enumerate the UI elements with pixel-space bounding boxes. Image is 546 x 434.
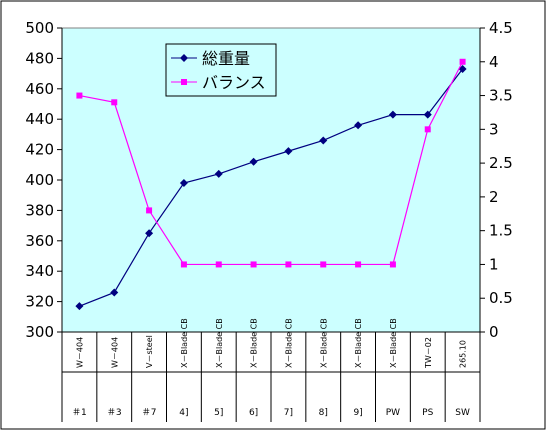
- data-point-balance: [111, 99, 118, 106]
- left-tick-label: 320: [25, 293, 54, 311]
- legend-box: [165, 43, 277, 97]
- left-tick-label: 360: [25, 232, 54, 250]
- x-category-label: W－404: [75, 337, 84, 368]
- right-tick-label: 2: [489, 188, 499, 206]
- x-category-label: X－Blade CB: [180, 318, 189, 368]
- x-group-label: 4]: [179, 408, 188, 418]
- left-tick-label: 340: [25, 262, 54, 280]
- right-tick-label: 4: [489, 53, 499, 71]
- data-point-balance: [180, 261, 187, 268]
- right-tick-label: 1: [489, 255, 499, 273]
- x-group-label: 8]: [319, 408, 328, 418]
- data-point-weight: [388, 110, 397, 119]
- data-point-balance: [389, 261, 396, 268]
- left-tick-label: 460: [25, 80, 54, 98]
- right-tick-label: 1.5: [489, 222, 513, 240]
- data-point-balance: [459, 58, 466, 65]
- data-point-balance: [355, 261, 362, 268]
- data-point-balance: [320, 261, 327, 268]
- x-category-label: W－404: [110, 337, 119, 368]
- right-tick-label: 0: [489, 323, 499, 341]
- x-category-label: X－Blade CB: [215, 318, 224, 368]
- x-group-label: 5]: [214, 408, 223, 418]
- data-point-weight: [319, 136, 328, 145]
- series-line-0: [79, 68, 464, 307]
- left-tick-label: 500: [25, 19, 54, 37]
- legend-label-balance: バランス: [202, 73, 266, 92]
- data-point-weight: [75, 302, 84, 311]
- right-tick-label: 3: [489, 120, 499, 138]
- left-tick-label: 420: [25, 141, 54, 159]
- left-y-axis: 300 320 340 360 380 400 420 440 460 480 500: [25, 19, 63, 341]
- x-group-label: PW: [386, 408, 400, 418]
- x-category-label: 265.10: [459, 340, 468, 368]
- x-group-label: 6]: [249, 408, 258, 418]
- x-category-label: V－steel: [145, 335, 154, 368]
- data-point-weight: [249, 157, 258, 166]
- series-line-1: [79, 61, 464, 266]
- data-point-weight: [214, 169, 223, 178]
- data-point-weight: [354, 121, 363, 130]
- left-tick-label: 380: [25, 201, 54, 219]
- data-point-balance: [76, 92, 83, 99]
- legend: 総重量 バランス: [165, 43, 277, 97]
- data-point-balance: [424, 126, 431, 133]
- x-group-label: 9]: [353, 408, 362, 418]
- series-layer: [75, 58, 467, 311]
- right-tick-label: 4.5: [489, 19, 513, 37]
- left-tick-label: 440: [25, 110, 54, 128]
- right-tick-label: 2.5: [489, 154, 513, 172]
- data-point-balance: [285, 261, 292, 268]
- left-tick-label: 300: [25, 323, 54, 341]
- left-tick-label: 400: [25, 171, 54, 189]
- x-category-label: TW－02: [424, 337, 433, 369]
- x-group-label: ＃1: [72, 407, 87, 418]
- x-group-label: ＃7: [142, 407, 157, 418]
- x-category-label: X－Blade CB: [354, 318, 363, 368]
- data-point-weight: [458, 65, 467, 74]
- right-tick-label: 3.5: [489, 87, 513, 105]
- x-category-label: X－Blade CB: [250, 318, 259, 368]
- x-category-label: X－Blade CB: [319, 318, 328, 368]
- x-group-label: 7]: [284, 408, 293, 418]
- data-point-weight: [145, 229, 154, 238]
- left-tick-label: 480: [25, 49, 54, 67]
- data-point-balance: [215, 261, 222, 268]
- x-group-label: SW: [455, 408, 470, 418]
- data-point-weight: [423, 110, 432, 119]
- data-point-weight: [110, 288, 119, 297]
- x-group-label: ＃3: [107, 407, 122, 418]
- legend-marker-weight: [180, 54, 188, 62]
- x-category-label: X－Blade CB: [389, 318, 398, 368]
- data-point-balance: [146, 207, 153, 214]
- legend-label-weight: 総重量: [202, 49, 250, 68]
- data-point-balance: [250, 261, 257, 268]
- data-point-weight: [284, 147, 293, 156]
- x-axis: W－404 W－404 V－steel X－Blade CB X－Blade CB X－B…: [61, 318, 481, 422]
- legend-marker-balance: [181, 79, 187, 85]
- x-group-label: PS: [422, 408, 433, 418]
- right-y-axis: 0 0.5 1 1.5 2 2.5 3 3.5 4 4.5: [479, 19, 513, 341]
- data-point-weight: [179, 179, 188, 188]
- right-tick-label: 0.5: [489, 289, 513, 307]
- x-category-label: X－Blade CB: [284, 318, 293, 368]
